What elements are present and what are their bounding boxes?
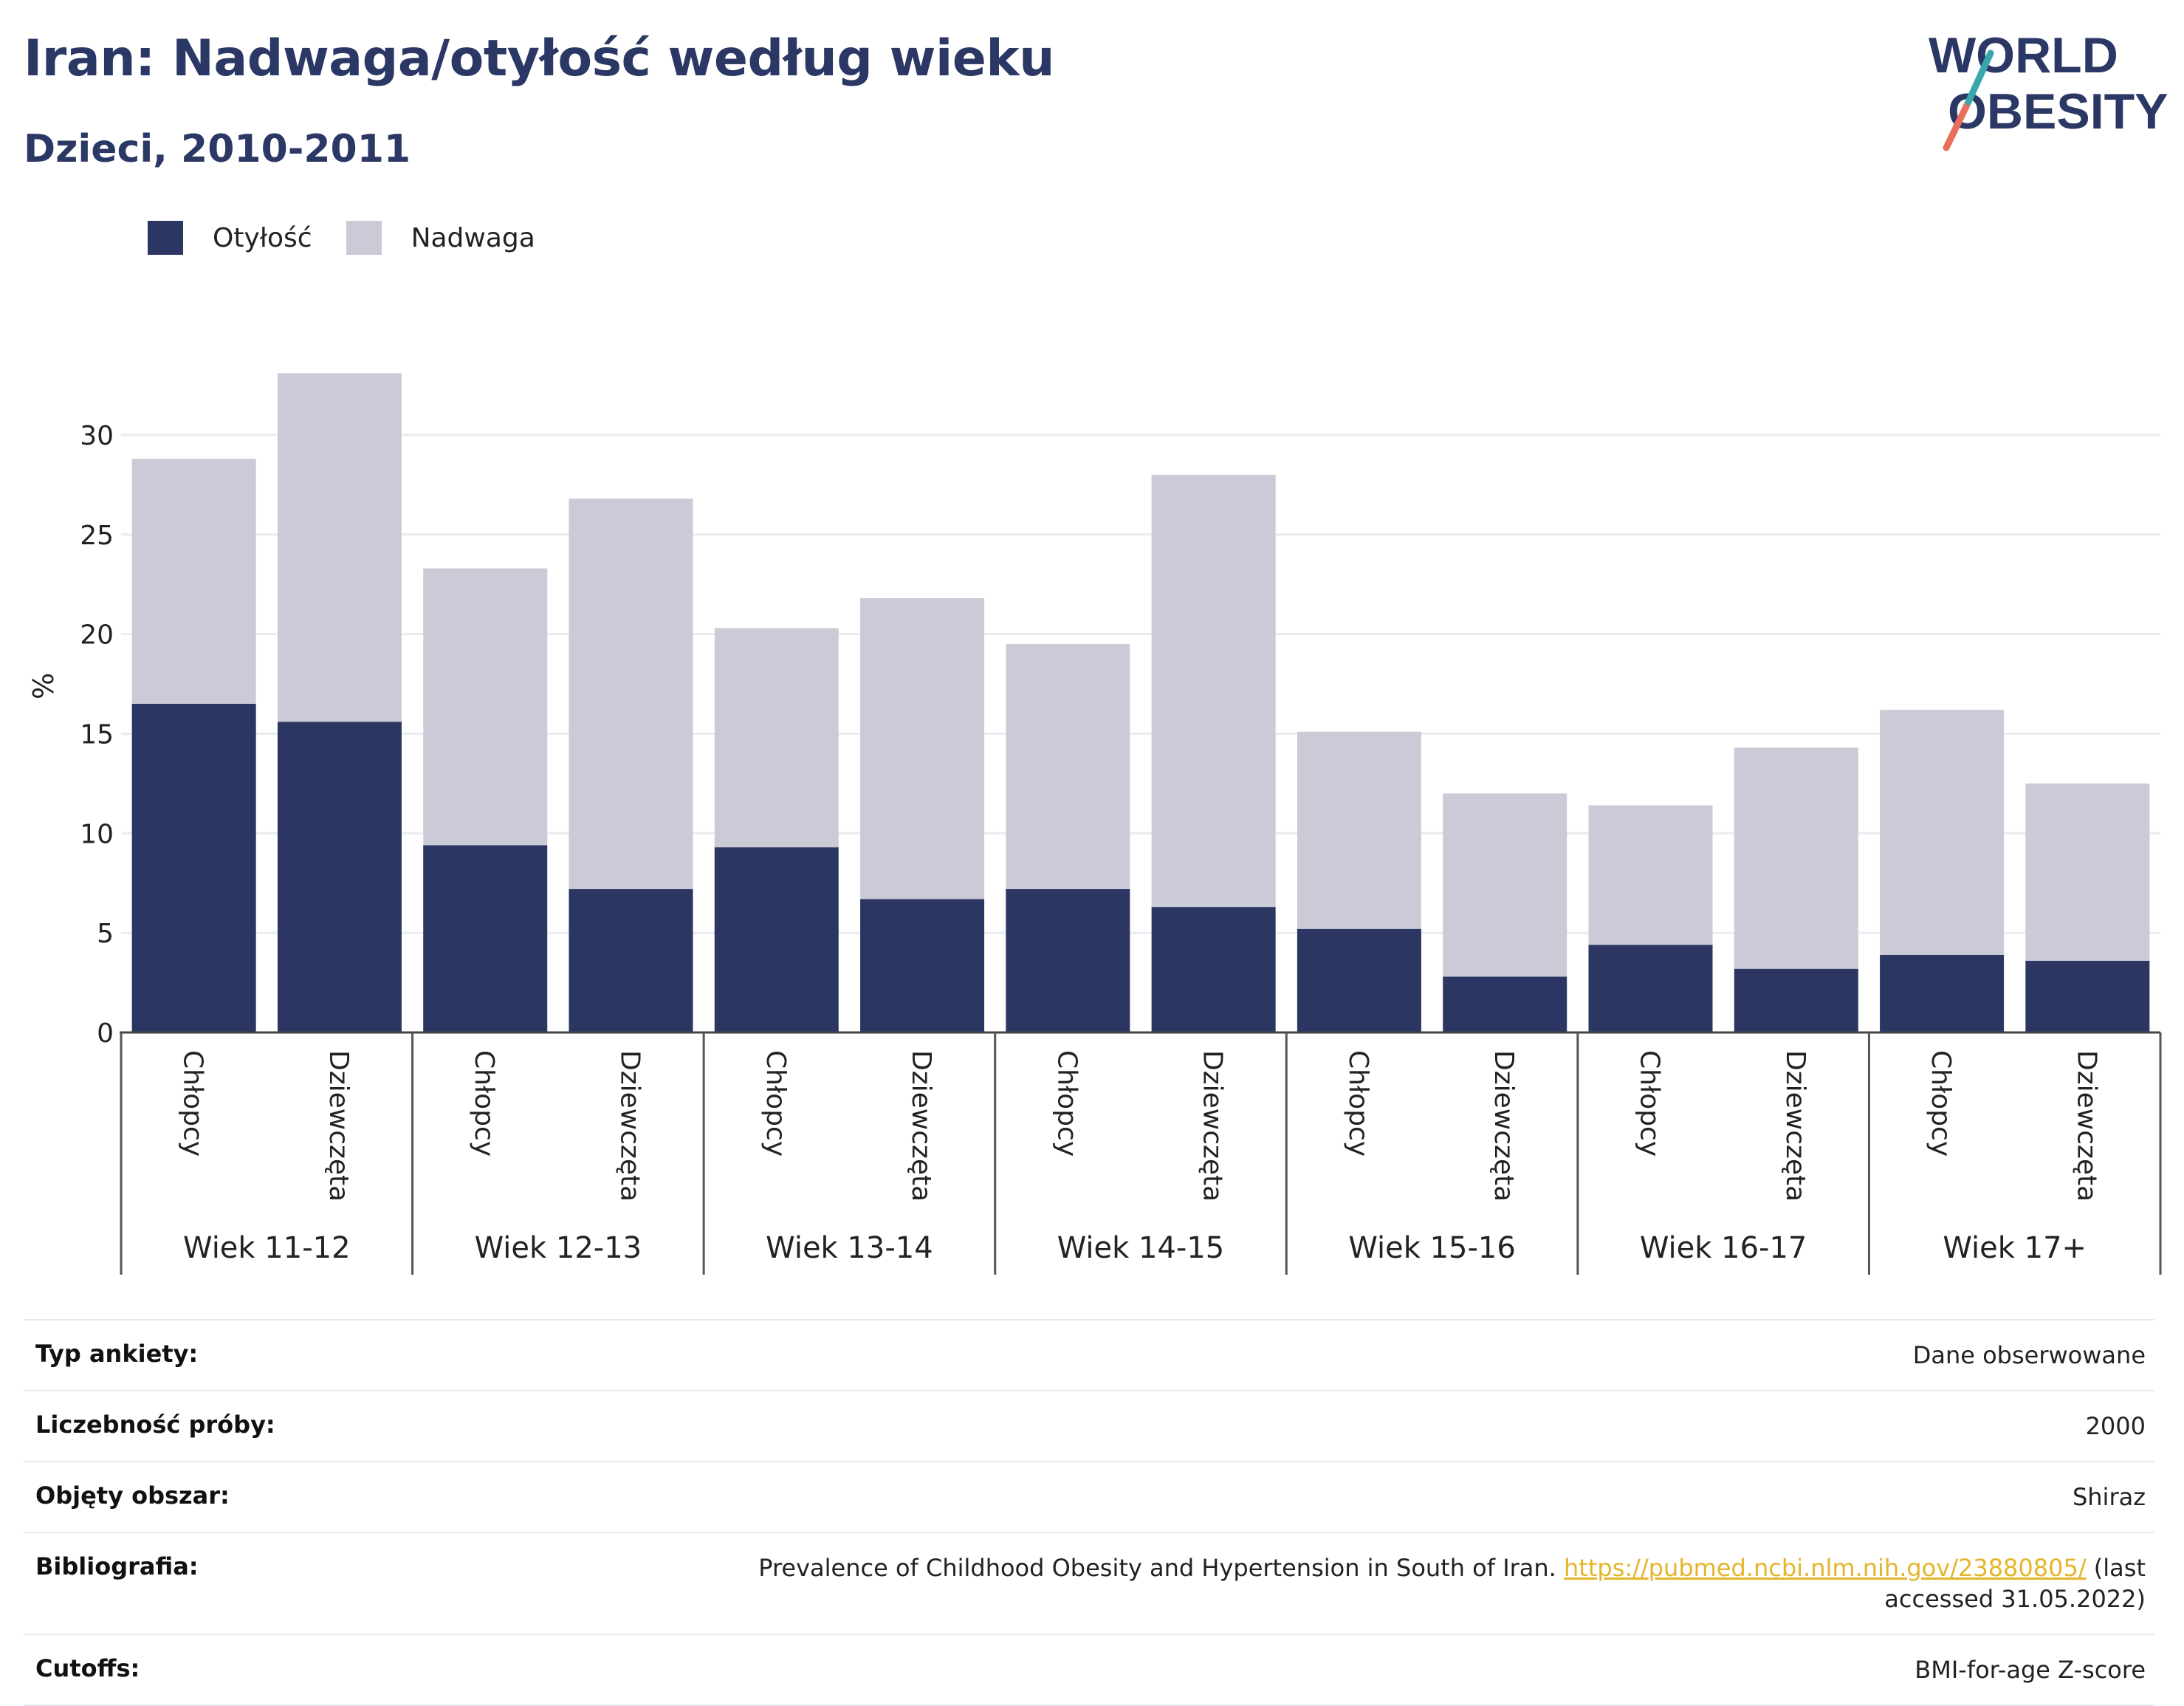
info-row-cutoffs: Cutoffs: BMI-for-age Z-score — [24, 1634, 2154, 1706]
x-category-label: Chłopcy — [760, 1050, 791, 1157]
y-tick-label: 30 — [80, 421, 114, 451]
info-row-bibliography: Bibliografia: Prevalence of Childhood Ob… — [24, 1532, 2154, 1634]
bar-obesity — [860, 899, 985, 1032]
legend-label-overweight: Nadwaga — [411, 222, 535, 253]
y-tick-label: 5 — [97, 919, 114, 949]
bar-obesity — [1588, 945, 1713, 1032]
y-tick-label: 25 — [80, 521, 114, 551]
y-axis-title: % — [27, 673, 60, 699]
bar-obesity — [1443, 976, 1567, 1032]
bar-obesity — [1734, 968, 1858, 1032]
x-category-label: Dziewczęta — [323, 1050, 354, 1202]
y-tick-label: 0 — [97, 1018, 114, 1049]
survey-type-value: Dane obserwowane — [1912, 1341, 2146, 1369]
x-group-label: Wiek 13-14 — [766, 1231, 933, 1265]
bar-obesity — [131, 703, 256, 1032]
stacked-bar-chart: 0 5 10 15 20 25 30% Chłopcy Dziewczęta Chłopcy Dzi… — [27, 373, 2162, 1275]
x-category-label: Chłopcy — [1051, 1050, 1082, 1157]
sample-size-value: 2000 — [2085, 1412, 2146, 1440]
bar-overweight — [2025, 783, 2150, 961]
legend: Otyłość Nadwaga — [148, 219, 569, 257]
bar-obesity — [569, 888, 693, 1032]
bar-overweight — [1006, 644, 1130, 889]
x-category-label: Chłopcy — [1926, 1050, 1956, 1157]
bar-overweight — [277, 373, 402, 722]
info-row-sample-size: Liczebność próby: 2000 — [24, 1390, 2154, 1461]
cutoffs-value: BMI-for-age Z-score — [1915, 1656, 2146, 1684]
x-category-label: Dziewczęta — [2071, 1050, 2101, 1202]
bar-obesity — [1297, 928, 1421, 1032]
x-category-label: Dziewczęta — [615, 1050, 645, 1202]
bar-obesity — [423, 845, 548, 1032]
chart-title: Iran: Nadwaga/otyłość według wieku — [24, 30, 1055, 88]
y-tick-label: 15 — [80, 719, 114, 750]
logo-slash-coral — [1943, 98, 1972, 151]
y-tick-label: 10 — [80, 819, 114, 849]
x-category-label: Dziewczęta — [1488, 1050, 1519, 1202]
bar-overweight — [860, 598, 985, 900]
sample-size-label: Liczebność próby: — [35, 1411, 275, 1439]
bar-overweight — [1588, 805, 1713, 945]
bar-obesity — [277, 722, 402, 1032]
area-label: Objęty obszar: — [35, 1481, 230, 1510]
x-category-label: Dziewczęta — [1198, 1050, 1228, 1202]
bar-overweight — [1734, 747, 1858, 969]
x-category-label: Dziewczęta — [1780, 1050, 1810, 1202]
bar-obesity — [1151, 907, 1276, 1032]
area-value: Shiraz — [2072, 1483, 2146, 1511]
bibliography-text: Prevalence of Childhood Obesity and Hype… — [758, 1554, 1556, 1582]
x-category-label: Chłopcy — [1343, 1050, 1373, 1157]
bar-overweight — [714, 628, 839, 848]
world-obesity-logo: WORLD OBESITY — [1929, 27, 2168, 151]
bar-overweight — [1297, 731, 1421, 929]
bibliography-suffix: (last accessed 31.05.2022) — [1884, 1554, 2146, 1613]
survey-info-table: Typ ankiety: Dane obserwowane Liczebność… — [24, 1319, 2154, 1706]
cutoffs-label: Cutoffs: — [35, 1654, 140, 1682]
info-row-area: Objęty obszar: Shiraz — [24, 1461, 2154, 1532]
bar-overweight — [569, 499, 693, 889]
bar-obesity — [1880, 954, 2005, 1032]
y-tick-label: 20 — [80, 620, 114, 651]
bar-obesity — [2025, 960, 2150, 1032]
bar-overweight — [423, 568, 548, 846]
bar-overweight — [1151, 474, 1276, 908]
chart-subtitle: Dzieci, 2010-2011 — [24, 127, 411, 171]
legend-swatch-obesity — [148, 221, 183, 255]
bar-obesity — [714, 847, 839, 1032]
bibliography-label: Bibliografia: — [35, 1552, 199, 1580]
logo-slash-teal — [1965, 49, 1994, 106]
x-group-label: Wiek 11-12 — [183, 1231, 351, 1265]
logo-text-obesity: OBESITY — [1948, 83, 2168, 140]
bar-overweight — [1443, 793, 1567, 977]
info-row-survey-type: Typ ankiety: Dane obserwowane — [24, 1319, 2154, 1390]
x-category-label: Chłopcy — [178, 1050, 208, 1157]
x-group-label: Wiek 14-15 — [1057, 1231, 1225, 1265]
x-category-label: Dziewczęta — [906, 1050, 936, 1202]
x-category-label: Chłopcy — [1635, 1050, 1665, 1157]
bar-overweight — [131, 459, 256, 704]
bar-obesity — [1006, 888, 1130, 1032]
legend-label-obesity: Otyłość — [213, 222, 312, 253]
bar-overweight — [1880, 710, 2005, 955]
x-group-label: Wiek 12-13 — [475, 1231, 642, 1265]
x-category-label: Chłopcy — [469, 1050, 499, 1157]
x-group-label: Wiek 17+ — [1943, 1231, 2087, 1265]
legend-swatch-overweight — [346, 221, 382, 255]
logo-text-world: WORLD — [1929, 27, 2118, 83]
bibliography-value: Prevalence of Childhood Obesity and Hype… — [669, 1552, 2146, 1614]
x-group-label: Wiek 15-16 — [1348, 1231, 1516, 1265]
legend-item-obesity[interactable]: Otyłość — [148, 221, 312, 255]
survey-type-label: Typ ankiety: — [35, 1340, 199, 1368]
bibliography-link[interactable]: https://pubmed.ncbi.nlm.nih.gov/23880805… — [1564, 1554, 2087, 1582]
legend-item-overweight[interactable]: Nadwaga — [346, 221, 535, 255]
x-group-label: Wiek 16-17 — [1640, 1231, 1807, 1265]
